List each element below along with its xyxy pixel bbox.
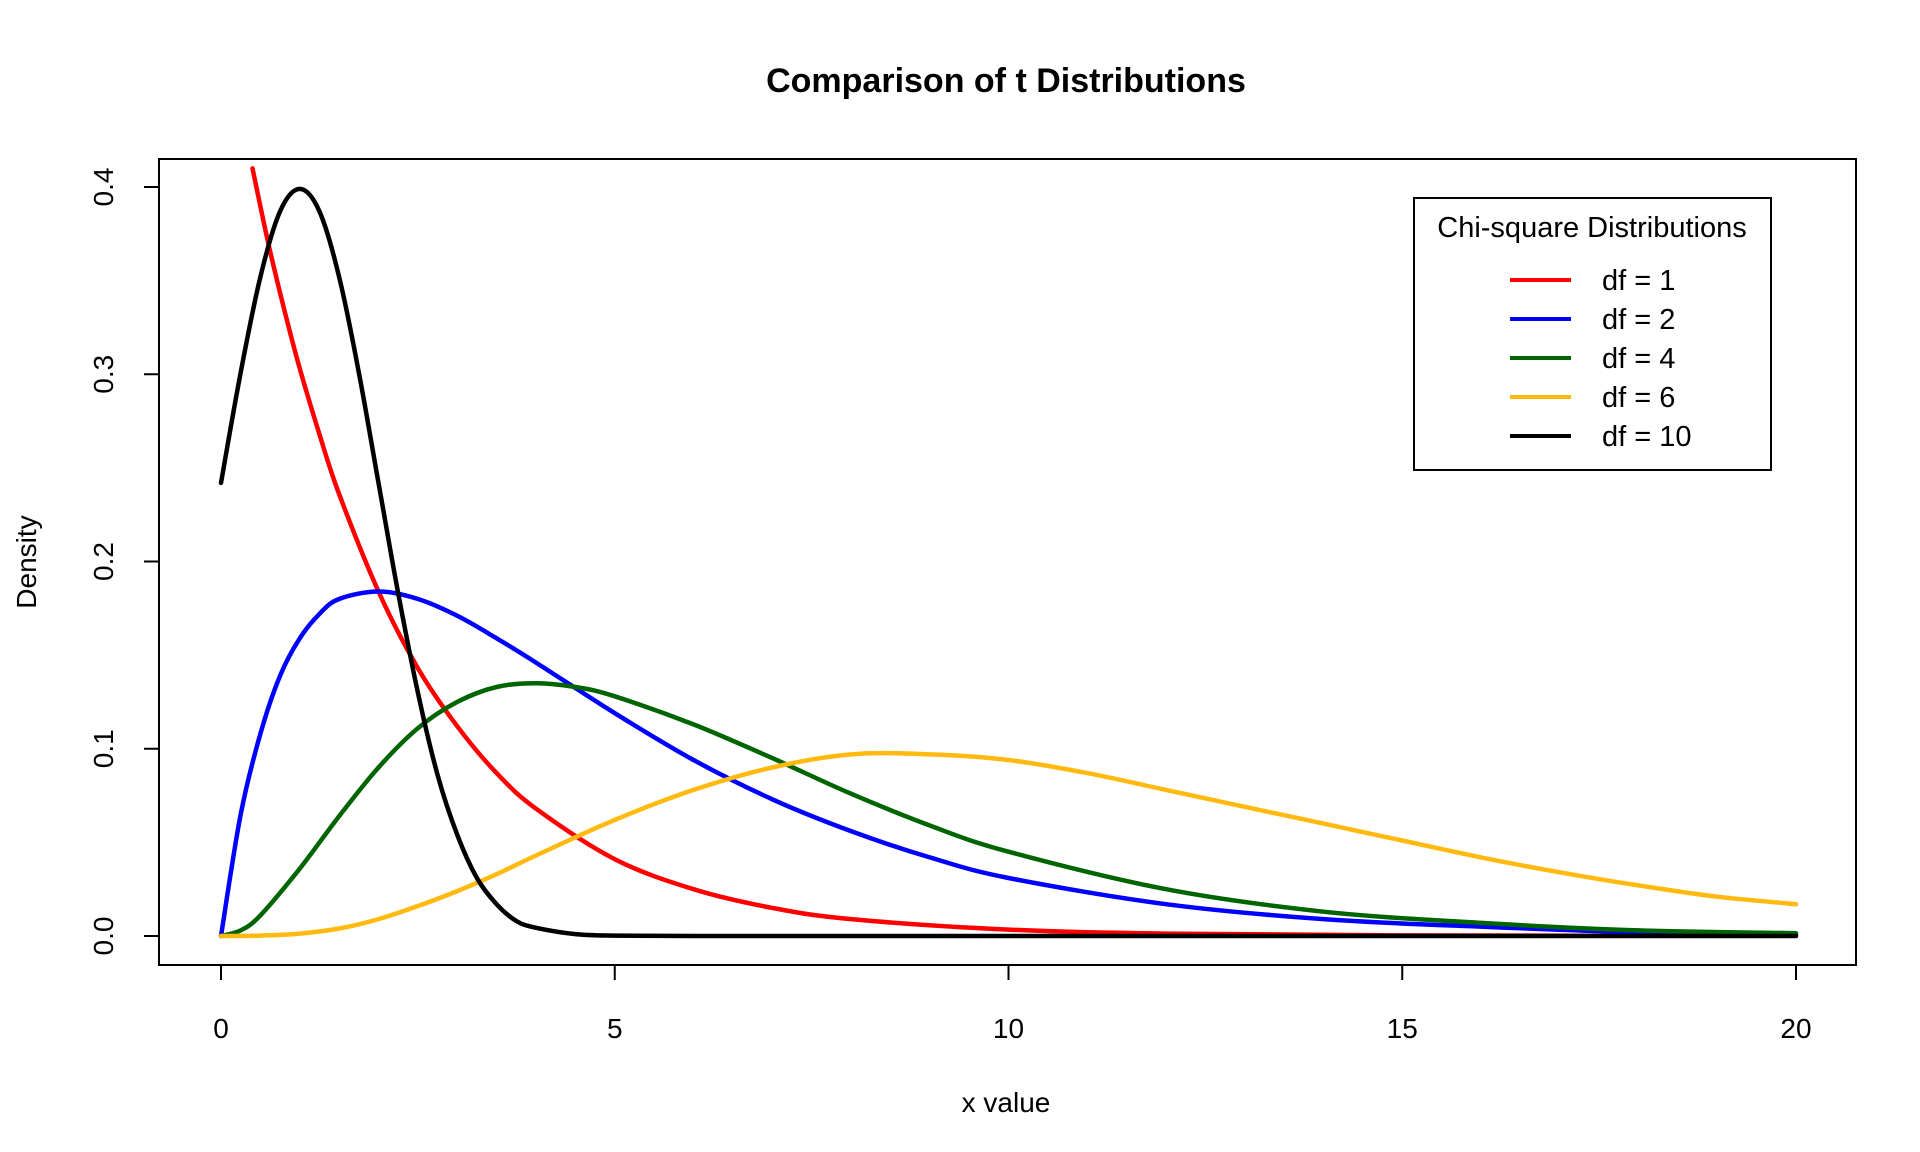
legend-label: df = 1 bbox=[1602, 265, 1675, 297]
legend-label: df = 10 bbox=[1602, 421, 1692, 453]
series-line-5 bbox=[218, 186, 1799, 939]
y-axis-label: Density bbox=[11, 515, 42, 608]
x-tick-label: 20 bbox=[1780, 1013, 1811, 1044]
series-line-4 bbox=[218, 750, 1799, 939]
legend-label: df = 4 bbox=[1602, 343, 1675, 375]
y-tick-label: 0.0 bbox=[88, 917, 119, 956]
y-tick-label: 0.2 bbox=[88, 542, 119, 581]
series-line-2 bbox=[218, 589, 1799, 939]
y-tick-label: 0.4 bbox=[88, 168, 119, 207]
series-line-3 bbox=[218, 680, 1799, 939]
x-tick-label: 15 bbox=[1387, 1013, 1418, 1044]
legend-label: df = 2 bbox=[1602, 304, 1675, 336]
x-tick-label: 5 bbox=[607, 1013, 623, 1044]
x-tick-label: 10 bbox=[993, 1013, 1024, 1044]
y-tick-label: 0.1 bbox=[88, 729, 119, 768]
legend-title: Chi-square Distributions bbox=[1437, 212, 1746, 244]
series-layer bbox=[218, 166, 1799, 939]
legend: Chi-square Distributions df = 1 df = 2 df … bbox=[1413, 197, 1772, 471]
chart-title: Comparison of t Distributions bbox=[766, 62, 1246, 100]
x-axis-label: x value bbox=[962, 1087, 1051, 1118]
plot-frame bbox=[158, 158, 1857, 966]
legend-box bbox=[1413, 197, 1772, 471]
x-tick-label: 0 bbox=[213, 1013, 229, 1044]
axes: 0 5 10 15 20 0.0 0.1 0.2 0.3 0.4 bbox=[88, 168, 1812, 1044]
legend-label: df = 6 bbox=[1602, 382, 1675, 414]
y-tick-label: 0.3 bbox=[88, 355, 119, 394]
